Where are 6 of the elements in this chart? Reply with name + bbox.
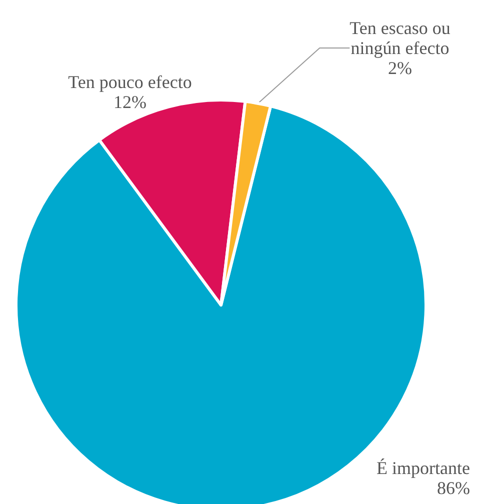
data-label: 2% [388,58,412,78]
data-label: 12% [114,92,146,112]
slice-label: Ten escaso ou ningún efecto [350,18,450,58]
data-label: 86% [437,478,470,498]
slice-label: É importante [376,458,470,478]
slice-label: Ten pouco efecto [68,72,192,92]
